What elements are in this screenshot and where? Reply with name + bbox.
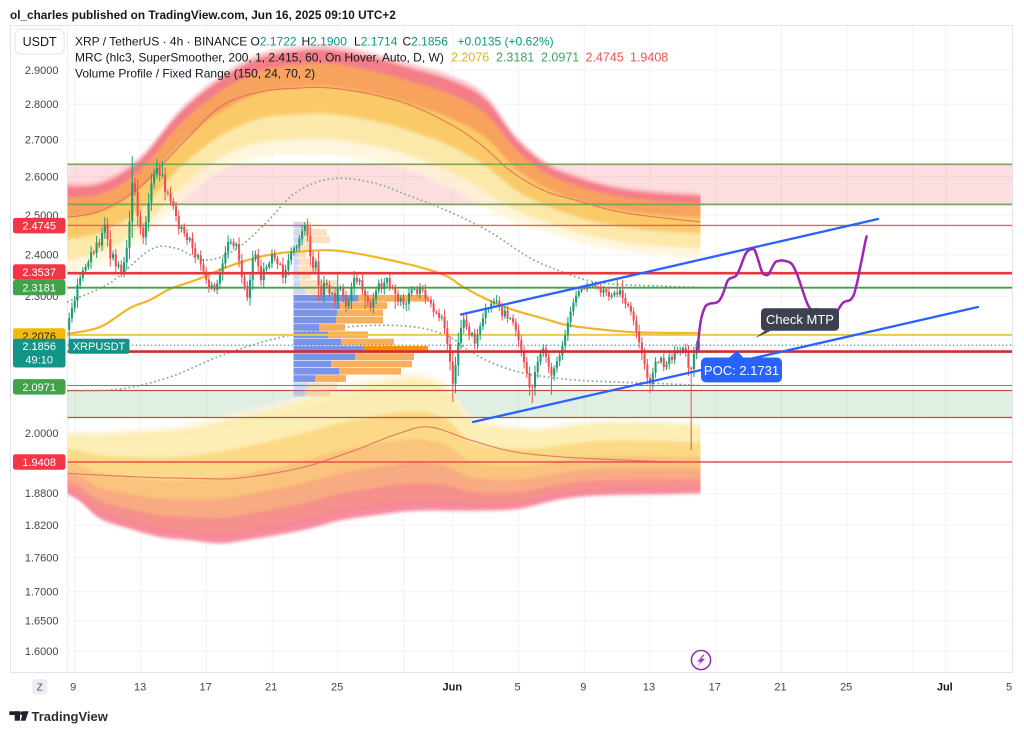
svg-text:POC: 2.1731: POC: 2.1731 — [704, 363, 779, 378]
svg-text:2.6000: 2.6000 — [25, 172, 59, 184]
svg-text:5: 5 — [1006, 682, 1012, 694]
svg-text:2.3537: 2.3537 — [22, 267, 56, 279]
svg-text:1.7000: 1.7000 — [25, 587, 59, 599]
svg-text:2.2076: 2.2076 — [451, 51, 489, 65]
svg-text:2.1856: 2.1856 — [22, 341, 56, 353]
svg-text:2.8000: 2.8000 — [25, 99, 59, 111]
svg-text:2.4745: 2.4745 — [586, 51, 624, 65]
svg-text:1.7600: 1.7600 — [25, 553, 59, 565]
svg-text:17: 17 — [199, 682, 211, 694]
svg-text:ol_charles published on Tradin: ol_charles published on TradingView.com,… — [10, 8, 396, 22]
svg-text:2.0971: 2.0971 — [541, 51, 579, 65]
svg-text:49:10: 49:10 — [25, 355, 53, 367]
svg-text:2.9000: 2.9000 — [25, 65, 59, 77]
svg-text:Jul: Jul — [937, 682, 953, 694]
svg-text:XRP / TetherUS · 4h · BINANCE: XRP / TetherUS · 4h · BINANCE — [75, 35, 247, 49]
svg-text:Volume Profile / Fixed Range (: Volume Profile / Fixed Range (150, 24, 7… — [75, 67, 315, 81]
svg-text:2.3181: 2.3181 — [22, 282, 56, 294]
svg-text:25: 25 — [331, 682, 343, 694]
svg-text:1.6000: 1.6000 — [25, 646, 59, 658]
svg-text:13: 13 — [134, 682, 146, 694]
svg-text:21: 21 — [774, 682, 786, 694]
svg-text:TradingView: TradingView — [32, 709, 109, 724]
svg-text:1.9408: 1.9408 — [22, 457, 56, 469]
svg-text:Check MTP: Check MTP — [766, 312, 834, 327]
svg-text:Z: Z — [37, 682, 43, 693]
svg-text:1.8800: 1.8800 — [25, 488, 59, 500]
svg-text:2.0000: 2.0000 — [25, 428, 59, 440]
svg-text:2.4745: 2.4745 — [22, 221, 56, 233]
svg-text:Jun: Jun — [443, 682, 463, 694]
svg-text:2.4000: 2.4000 — [25, 250, 59, 262]
svg-text:17: 17 — [709, 682, 721, 694]
svg-text:1.9408: 1.9408 — [630, 51, 668, 65]
svg-text:XRPUSDT: XRPUSDT — [73, 341, 126, 353]
svg-text:9: 9 — [70, 682, 76, 694]
svg-text:5: 5 — [515, 682, 521, 694]
svg-text:2.0971: 2.0971 — [22, 382, 56, 394]
svg-text:MRC (hlc3, SuperSmoother, 200,: MRC (hlc3, SuperSmoother, 200, 1, 2.415,… — [75, 51, 444, 65]
svg-text:21: 21 — [265, 682, 277, 694]
svg-text:H2.1900: H2.1900 — [302, 35, 348, 49]
svg-text:2.3181: 2.3181 — [496, 51, 534, 65]
svg-text:C2.1856: C2.1856 — [403, 35, 449, 49]
svg-text:25: 25 — [840, 682, 852, 694]
svg-text:1.6500: 1.6500 — [25, 616, 59, 628]
svg-text:9: 9 — [580, 682, 586, 694]
svg-text:13: 13 — [643, 682, 655, 694]
svg-text:O2.1722: O2.1722 — [251, 35, 297, 49]
svg-text:+0.0135 (+0.62%): +0.0135 (+0.62%) — [458, 35, 554, 49]
svg-text:2.7000: 2.7000 — [25, 135, 59, 147]
svg-text:USDT: USDT — [23, 35, 57, 49]
svg-text:L2.1714: L2.1714 — [354, 35, 398, 49]
svg-text:1.8200: 1.8200 — [25, 520, 59, 532]
